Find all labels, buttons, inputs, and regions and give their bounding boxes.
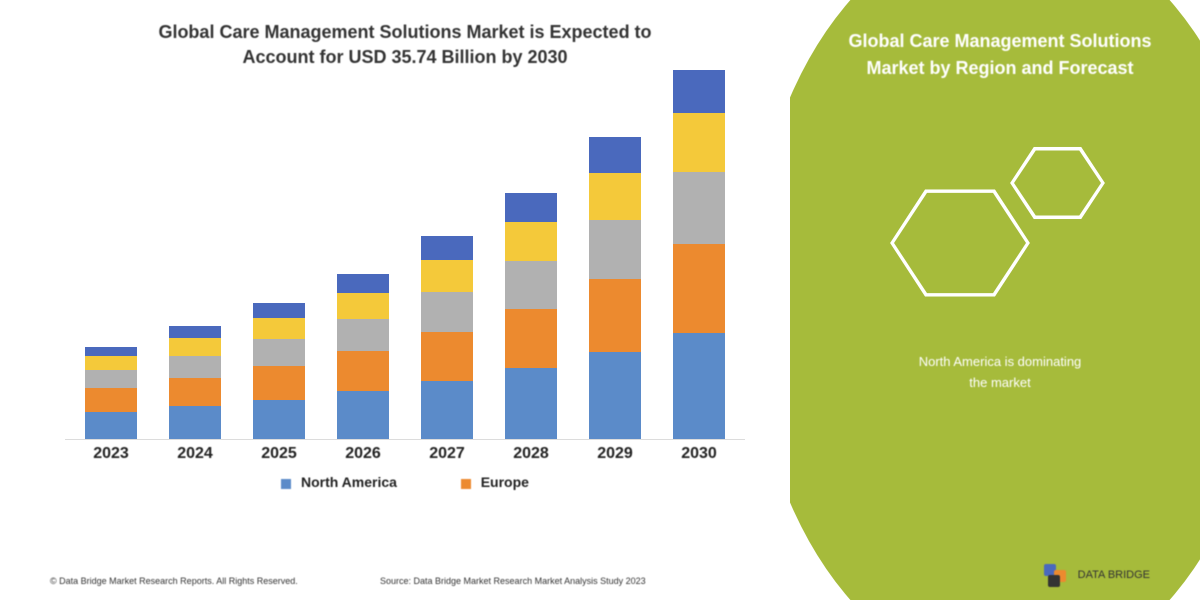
brand-text: DATA BRIDGE (1078, 569, 1150, 581)
bar-segment (253, 303, 305, 318)
x-label: 2024 (177, 445, 213, 463)
bar-2025 (253, 303, 305, 439)
bar-segment (589, 220, 641, 279)
legend-item-eu: Europe (461, 474, 529, 490)
chart-title-line1: Global Care Management Solutions Market … (158, 22, 651, 42)
bar-segment (337, 293, 389, 319)
bar-segment (337, 391, 389, 439)
x-label: 2026 (345, 445, 381, 463)
bar-segment (253, 400, 305, 440)
bar-segment (505, 261, 557, 309)
bar-segment (253, 366, 305, 399)
dominating-text: North America is dominating the market (830, 352, 1170, 394)
bar-segment (421, 292, 473, 332)
bar-segment (673, 333, 725, 440)
bar-segment (421, 260, 473, 292)
info-panel-title: Global Care Management Solutions Market … (830, 28, 1170, 82)
bar-segment (253, 339, 305, 366)
hexagon-graphic (860, 132, 1140, 322)
bar-2028 (505, 193, 557, 439)
x-label: 2027 (429, 445, 465, 463)
bar-segment (505, 193, 557, 222)
brand-logo: DATA BRIDGE (1044, 564, 1150, 586)
bar-segment (85, 412, 137, 440)
dominating-line2: the market (969, 375, 1030, 390)
dominating-line1: North America is dominating (919, 354, 1082, 369)
bar-2024 (169, 326, 221, 439)
x-axis-labels: 2023 2024 2025 2026 2027 2028 2029 2030 (65, 445, 745, 475)
bar-segment (85, 388, 137, 411)
hexagon-large (890, 182, 1030, 304)
bar-segment (169, 406, 221, 439)
bar-segment (505, 368, 557, 439)
bar-2026 (337, 274, 389, 439)
bar-segment (589, 173, 641, 220)
bar-segment (169, 326, 221, 338)
bar-segment (589, 279, 641, 352)
bar-segment (421, 332, 473, 381)
x-label: 2029 (597, 445, 633, 463)
bar-segment (253, 318, 305, 339)
bar-segment (589, 352, 641, 439)
x-label: 2028 (513, 445, 549, 463)
bar-segment (85, 370, 137, 389)
bar-2030 (673, 70, 725, 440)
bar-segment (673, 70, 725, 114)
footer-copyright: © Data Bridge Market Research Reports. A… (50, 576, 298, 586)
chart-plot (65, 80, 745, 440)
bar-2027 (421, 236, 473, 439)
bar-2029 (589, 137, 641, 439)
bar-segment (673, 172, 725, 244)
bar-segment (421, 236, 473, 259)
x-label: 2025 (261, 445, 297, 463)
info-panel-content: Global Care Management Solutions Market … (790, 0, 1200, 394)
bar-segment (337, 274, 389, 293)
bar-segment (169, 356, 221, 378)
legend-swatch-na (281, 479, 291, 489)
bar-segment (169, 378, 221, 406)
bar-segment (505, 309, 557, 368)
bar-segment (589, 137, 641, 172)
bar-segment (85, 347, 137, 356)
chart-panel: Global Care Management Solutions Market … (0, 0, 790, 600)
info-title-line2: Market by Region and Forecast (866, 58, 1133, 78)
info-title-line1: Global Care Management Solutions (848, 31, 1151, 51)
x-label: 2023 (93, 445, 129, 463)
chart-area: 20232024202520262027202820292030 North A… (55, 80, 755, 480)
info-panel: Global Care Management Solutions Market … (790, 0, 1200, 600)
brand-icon (1044, 564, 1070, 586)
bar-segment (421, 381, 473, 439)
x-label: 2030 (681, 445, 717, 463)
legend-label-na: North America (301, 474, 397, 490)
legend-label-eu: Europe (481, 474, 529, 490)
footer-source: Source: Data Bridge Market Research Mark… (380, 576, 646, 586)
chart-title-line2: Account for USD 35.74 Billion by 2030 (242, 47, 567, 67)
chart-legend: North America Europe (55, 474, 755, 490)
bar-segment (85, 356, 137, 370)
bar-segment (337, 319, 389, 351)
legend-swatch-eu (461, 479, 471, 489)
bar-segment (673, 244, 725, 333)
bar-segment (673, 113, 725, 171)
hexagon-small (1010, 142, 1105, 224)
legend-item-na: North America (281, 474, 397, 490)
bar-segment (169, 338, 221, 356)
bar-segment (505, 222, 557, 261)
bar-2023 (85, 347, 137, 440)
bar-segment (337, 351, 389, 391)
chart-title: Global Care Management Solutions Market … (50, 20, 760, 70)
